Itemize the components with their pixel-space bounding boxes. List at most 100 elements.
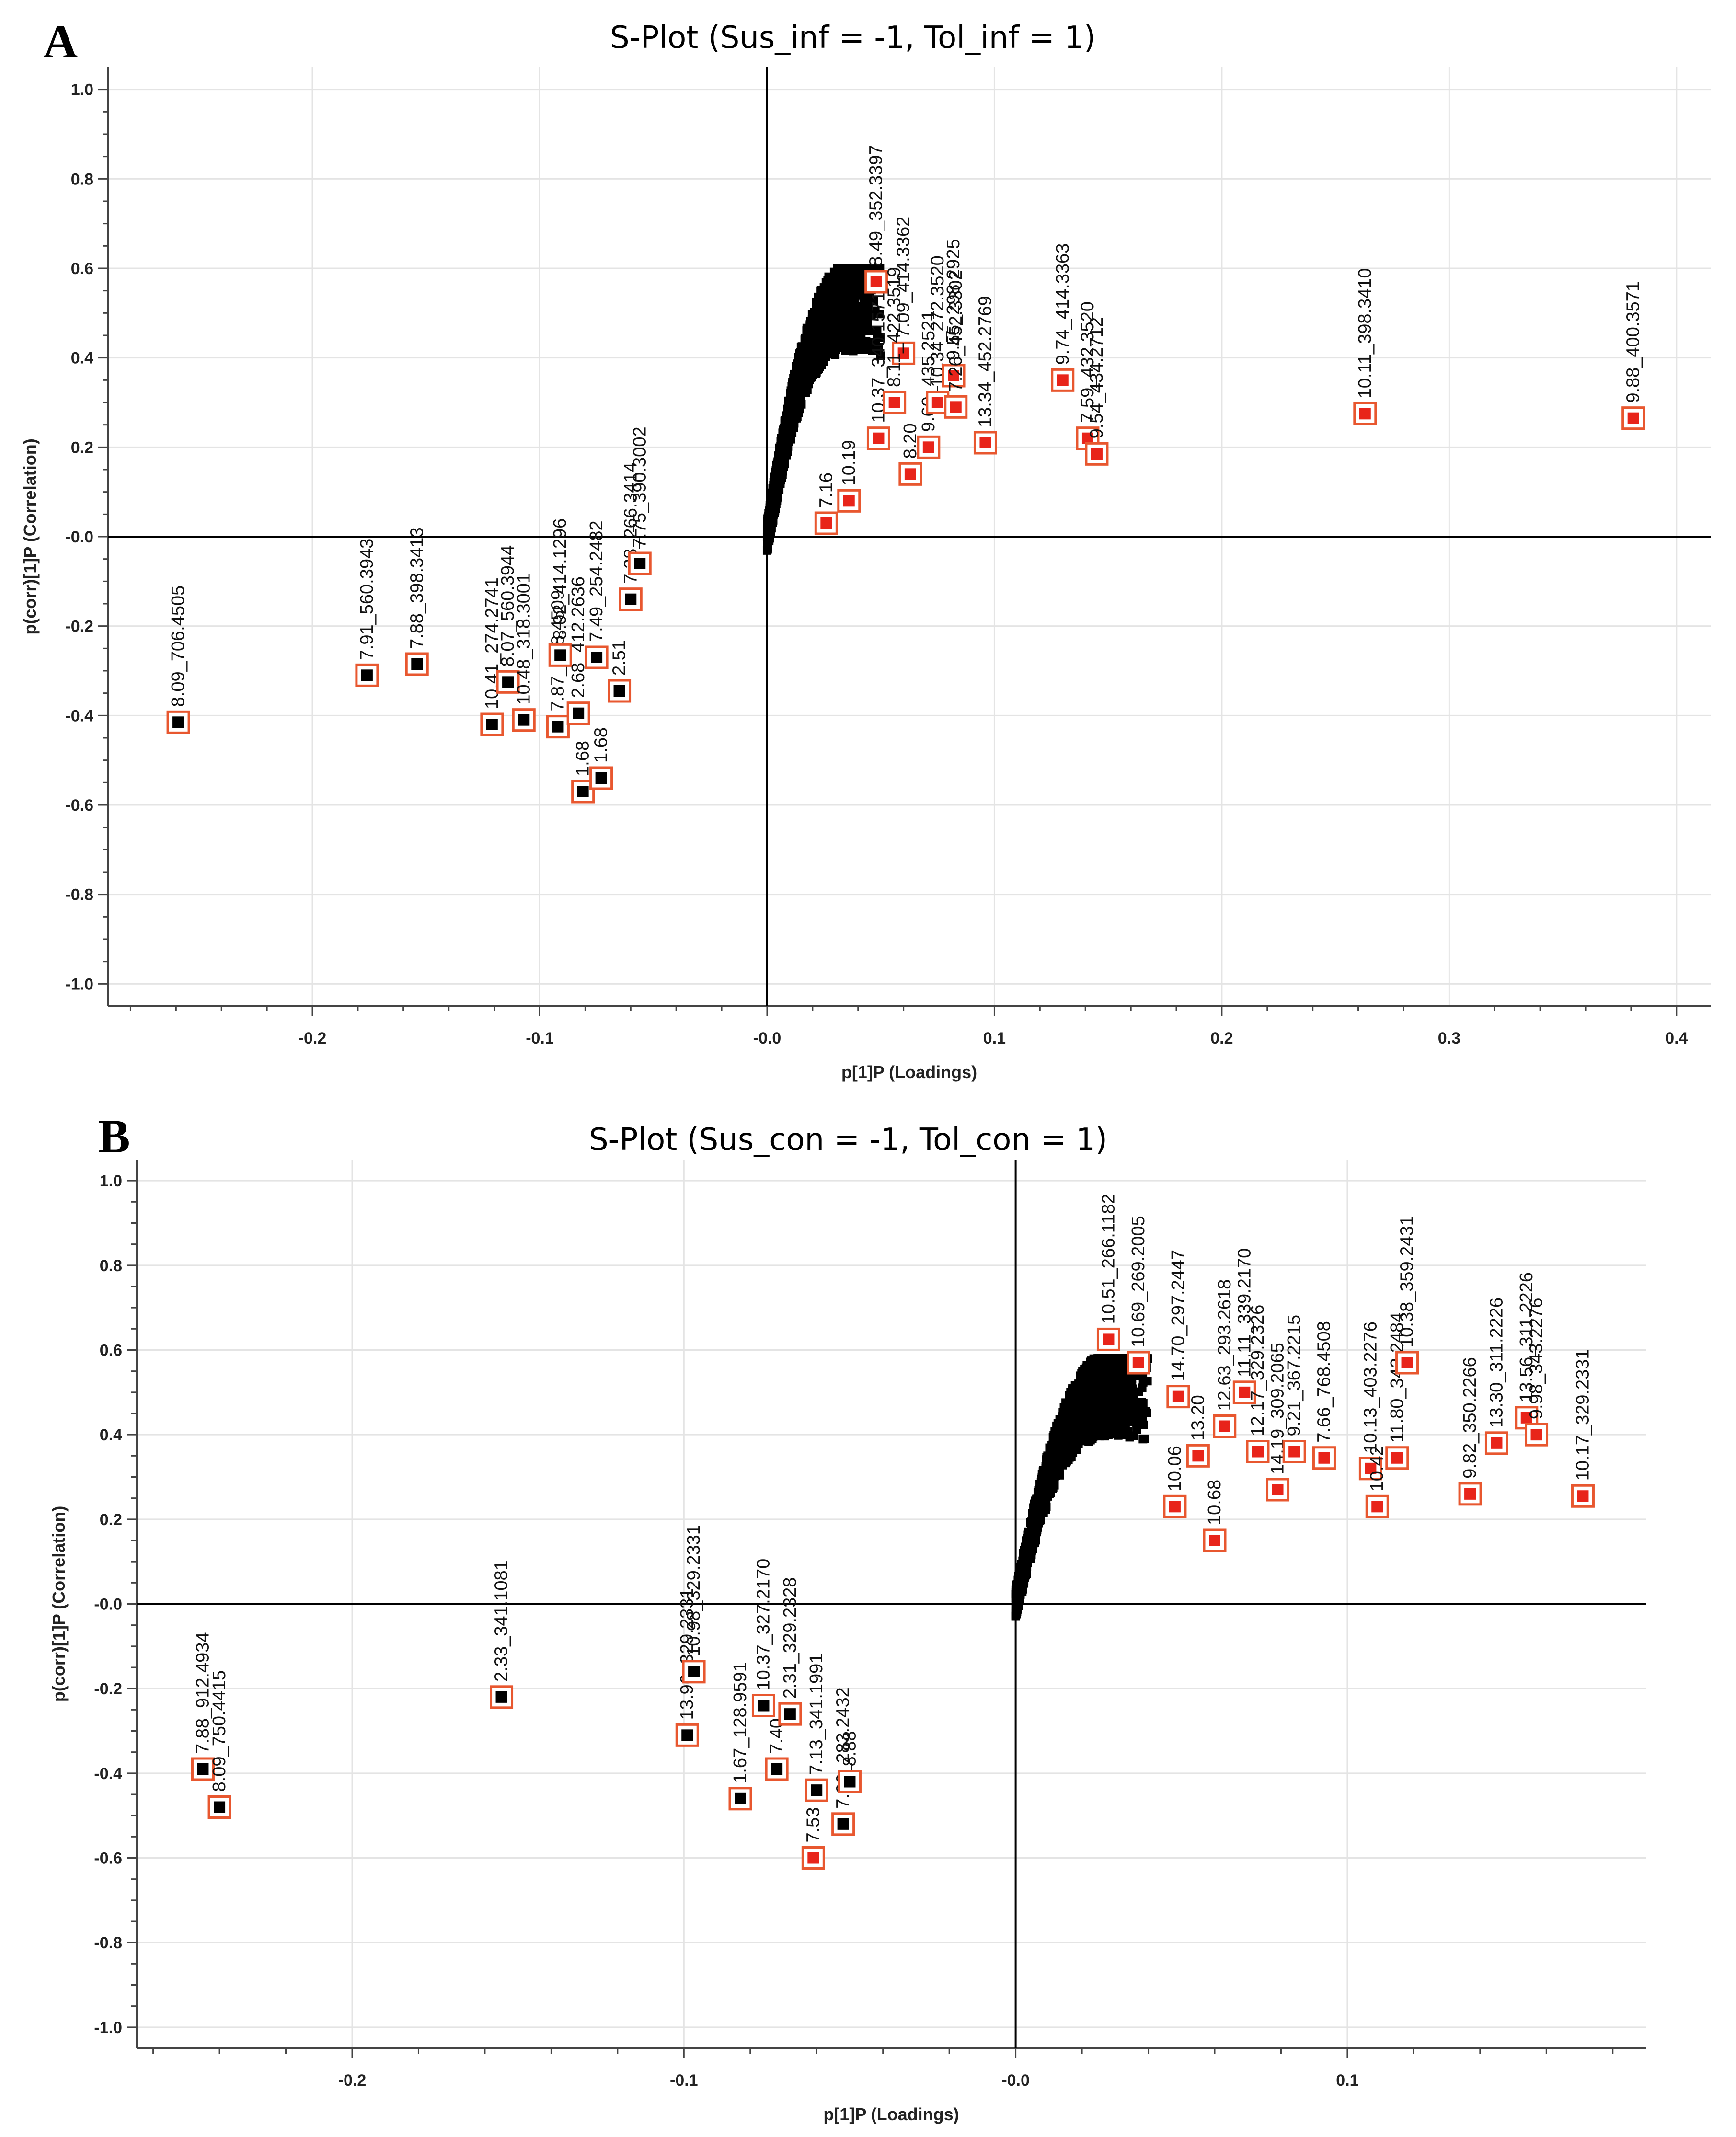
marked-point: 13.96_329.2331 bbox=[675, 1588, 699, 1747]
bulk-point bbox=[855, 325, 864, 334]
bulk-point bbox=[777, 446, 786, 455]
bulk-point bbox=[1014, 1598, 1023, 1608]
marked-point-label: 13.56_311.2226 bbox=[1517, 1272, 1537, 1402]
y-tick-label: 0.8 bbox=[100, 1257, 122, 1275]
marked-point-label: 1.67_128.9591 bbox=[730, 1662, 750, 1783]
marked-point-marker bbox=[1169, 1501, 1181, 1513]
marked-point: 7.09_414.3362 bbox=[892, 217, 916, 365]
marked-point-label: 14.70_297.2447 bbox=[1168, 1250, 1188, 1381]
bulk-point bbox=[1032, 1507, 1041, 1516]
x-tick-label: -0.1 bbox=[670, 2071, 698, 2090]
bulk-point bbox=[1048, 1473, 1057, 1482]
bulk-point bbox=[1116, 1399, 1126, 1408]
panel-letter: A bbox=[43, 15, 78, 68]
bulk-point bbox=[764, 520, 773, 529]
bulk-point bbox=[840, 264, 849, 273]
marked-points: 8.09_706.4505 7.91_560.3943 7.88_398.3413 1… bbox=[166, 145, 1645, 804]
y-tick-label: -0.8 bbox=[65, 886, 93, 904]
marked-point-label: 7.13_341.1991 bbox=[806, 1654, 827, 1775]
marked-point: 7.75_390.3002 bbox=[628, 426, 652, 575]
panel-B: B S-Plot (Sus_con = -1, Tol_con = 1) -0.2 -… bbox=[49, 1110, 1646, 2124]
marked-point: 11.11_339.2170 bbox=[1232, 1248, 1256, 1404]
bulk-point bbox=[1050, 1441, 1059, 1450]
x-axis-label: p[1]P (Loadings) bbox=[841, 1062, 977, 1082]
marked-point-marker bbox=[873, 432, 885, 444]
marked-point-box bbox=[801, 1846, 825, 1870]
panel-letter: B bbox=[98, 1110, 130, 1163]
bulk-point bbox=[826, 327, 835, 336]
bulk-point bbox=[1138, 1378, 1148, 1387]
bulk-point bbox=[847, 264, 856, 273]
marked-point-box bbox=[490, 1685, 514, 1709]
marked-point: 10.19 bbox=[837, 440, 861, 513]
y-tick-label: -0.6 bbox=[94, 1850, 122, 1868]
bulk-point bbox=[1060, 1455, 1069, 1464]
marked-point-marker bbox=[1391, 1452, 1403, 1464]
marked-point: 10.42 bbox=[1365, 1446, 1389, 1518]
marked-point-marker bbox=[1318, 1452, 1330, 1464]
bulk-point bbox=[853, 276, 862, 286]
marked-point-marker bbox=[502, 676, 514, 688]
marked-point-marker bbox=[1209, 1535, 1220, 1546]
bulk-point bbox=[1120, 1369, 1129, 1379]
marked-point-label: 10.69_269.2005 bbox=[1128, 1216, 1149, 1347]
marked-point-marker bbox=[931, 397, 943, 408]
marked-point-marker bbox=[1577, 1490, 1589, 1502]
marked-point-marker bbox=[807, 1852, 819, 1864]
bulk-point bbox=[1065, 1391, 1074, 1400]
marked-point-box bbox=[1458, 1482, 1482, 1506]
marked-point: 10.98_329.2331 bbox=[682, 1525, 706, 1684]
marked-point: 9.74_414.3363 bbox=[1051, 243, 1075, 392]
bulk-point bbox=[1118, 1413, 1127, 1423]
bulk-point bbox=[1078, 1415, 1087, 1425]
marked-point-marker bbox=[1132, 1357, 1144, 1368]
marked-point-label: 11.80_343.2484 bbox=[1387, 1312, 1407, 1443]
marked-point: 10.17_329.2331 bbox=[1571, 1349, 1595, 1508]
marked-point-marker bbox=[1464, 1488, 1476, 1500]
marked-point: 2.51 bbox=[608, 640, 632, 703]
marked-point: 7.88_398.3413 bbox=[405, 527, 429, 676]
y-tick-label: 0.8 bbox=[71, 170, 93, 188]
bulk-point bbox=[833, 309, 842, 318]
marked-point-marker bbox=[843, 495, 855, 507]
y-axis-label: p(corr)[1]P (Correlation) bbox=[49, 1506, 69, 1702]
marked-point: 9.88_400.3571 bbox=[1621, 281, 1645, 430]
x-tick-label: -0.2 bbox=[338, 2071, 367, 2090]
bulk-point bbox=[823, 283, 832, 292]
y-tick-label: -1.0 bbox=[65, 975, 93, 993]
bulk-point bbox=[800, 358, 809, 368]
marked-point: 9.82_350.2266 bbox=[1458, 1357, 1482, 1506]
bulk-point bbox=[792, 362, 801, 371]
marked-point-box bbox=[866, 426, 890, 450]
x-tick-label: -0.0 bbox=[1001, 2071, 1030, 2090]
marked-point-marker bbox=[1219, 1420, 1230, 1432]
bulk-point bbox=[798, 382, 807, 391]
bulk-point bbox=[847, 291, 856, 300]
marked-point-label: 10.51_266.1182 bbox=[1098, 1194, 1118, 1324]
marked-point-label: 7.49_254.2482 bbox=[586, 520, 607, 642]
marked-point: 7.13_341.1991 bbox=[805, 1654, 828, 1802]
bulk-point bbox=[843, 324, 852, 333]
marked-point-marker bbox=[844, 1776, 856, 1788]
marked-point-label: 7.59_432.3520 bbox=[1078, 301, 1098, 423]
marked-point-marker bbox=[573, 707, 585, 719]
marked-point-label: 7.91_560.3943 bbox=[357, 539, 377, 660]
marked-point-label: 10.13_403.2276 bbox=[1360, 1321, 1380, 1453]
bulk-point bbox=[875, 310, 884, 319]
marked-point-marker bbox=[197, 1763, 209, 1775]
marked-point-marker bbox=[486, 719, 498, 730]
marked-point: 7.26_452.3302 bbox=[944, 270, 968, 419]
marked-point-label: 7.16 bbox=[816, 472, 836, 508]
x-axis-label: p[1]P (Loadings) bbox=[823, 2104, 959, 2124]
marked-point-marker bbox=[735, 1792, 746, 1804]
bulk-point bbox=[1098, 1398, 1107, 1407]
bulk-point bbox=[809, 312, 818, 321]
bulk-point bbox=[1058, 1427, 1068, 1436]
marked-point: 8.09_706.4505 bbox=[166, 586, 190, 734]
marked-point: 10.13_403.2276 bbox=[1358, 1321, 1382, 1481]
marked-point: 1.67_128.9591 bbox=[728, 1662, 752, 1811]
marked-point-label: 9.88_400.3571 bbox=[1623, 281, 1644, 403]
marked-point-marker bbox=[1081, 432, 1093, 444]
bulk-point bbox=[876, 351, 885, 360]
bulk-point-cloud bbox=[762, 264, 885, 555]
